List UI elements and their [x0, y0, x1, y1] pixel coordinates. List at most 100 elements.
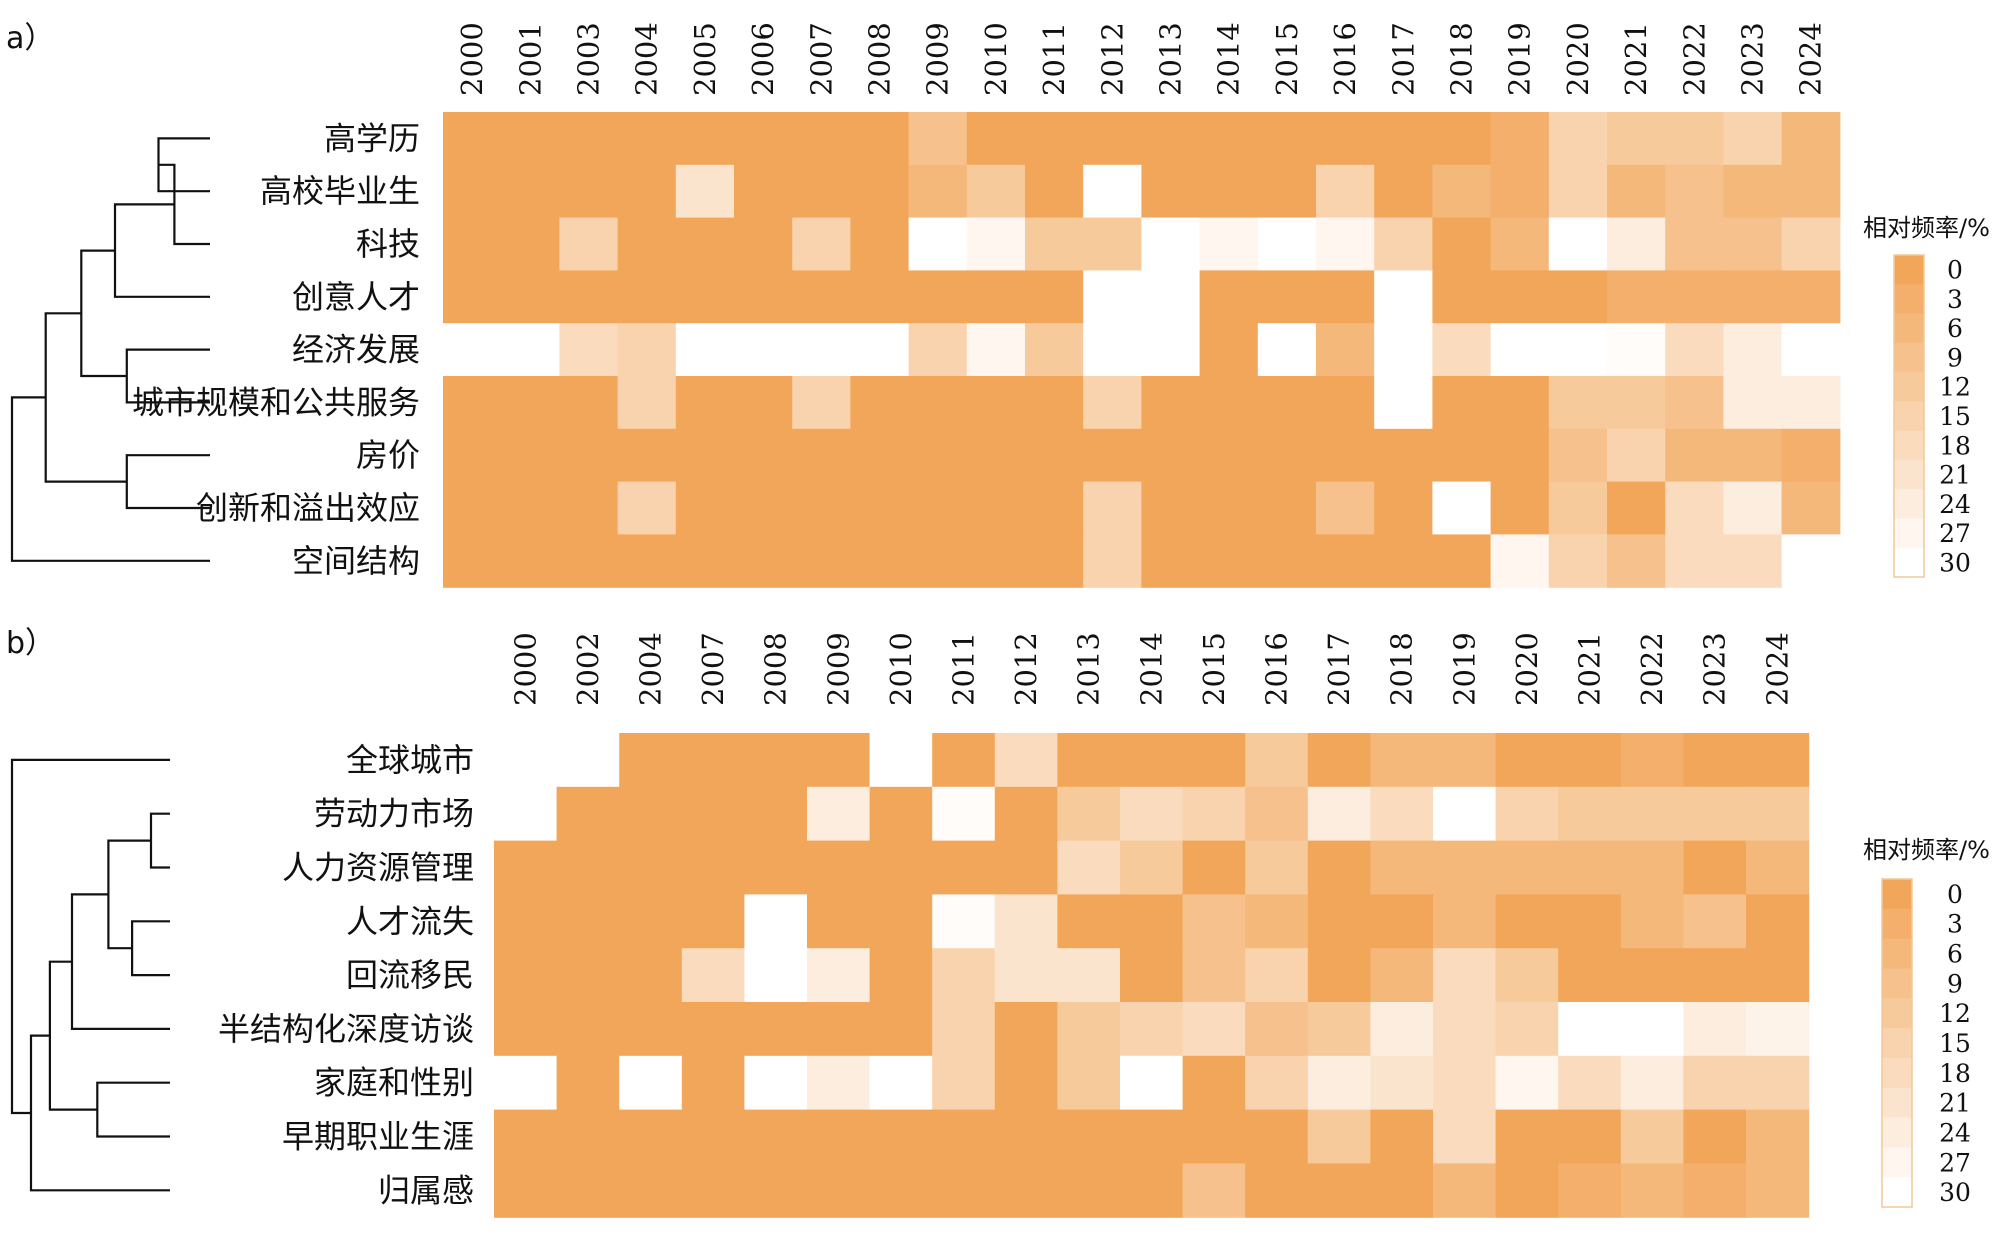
- heatmap-cell: [617, 534, 677, 588]
- legend-tick-label: 0: [1947, 256, 1963, 285]
- x-tick-label: 2009: [921, 22, 955, 96]
- heatmap-cell: [932, 786, 996, 842]
- heatmap-cell: [501, 481, 560, 535]
- heatmap-cell: [1683, 786, 1747, 842]
- x-tick-label: 2000: [508, 632, 542, 706]
- heatmap-cell: [501, 112, 560, 166]
- legend-tick-label: 3: [1947, 285, 1963, 314]
- heatmap-cell: [1307, 894, 1371, 949]
- heatmap-cell: [501, 217, 560, 271]
- heatmap-cell: [1120, 1002, 1184, 1057]
- heatmap-cell: [1781, 217, 1841, 271]
- heatmap-cell: [1141, 164, 1201, 219]
- heatmap-cell: [1665, 428, 1724, 483]
- heatmap-cell: [734, 270, 793, 324]
- y-tick-label: 回流移民: [346, 956, 474, 994]
- heatmap-cell: [617, 323, 677, 377]
- heatmap-cell: [1199, 323, 1259, 377]
- dendrogram-link: [107, 839, 151, 950]
- heatmap-cell: [559, 164, 619, 219]
- heatmap-cell: [1665, 270, 1724, 324]
- heatmap-cell: [1490, 323, 1550, 377]
- heatmap-cell: [1548, 534, 1608, 588]
- heatmap-cell: [1057, 894, 1121, 949]
- heatmap-cell: [1781, 270, 1841, 324]
- legend-swatch: [1894, 547, 1924, 578]
- x-tick-label: 2011: [1037, 22, 1071, 96]
- heatmap-cell: [1257, 481, 1317, 535]
- heatmap-cell: [1057, 733, 1121, 788]
- legend-tick-label: 18: [1939, 431, 1971, 460]
- heatmap-cell: [1665, 481, 1724, 535]
- legend-tick-label: 6: [1947, 940, 1963, 969]
- heatmap-cell: [1558, 1163, 1622, 1218]
- heatmap-cell: [1120, 1163, 1184, 1218]
- heatmap-cell: [1370, 840, 1434, 895]
- heatmap-cell: [1607, 481, 1666, 535]
- heatmap-cell: [1433, 1109, 1497, 1164]
- heatmap-cell: [1120, 733, 1184, 788]
- heatmap-cell: [966, 164, 1026, 219]
- heatmap-cell: [443, 112, 502, 166]
- heatmap-cell: [443, 376, 502, 430]
- heatmap-cell: [1781, 164, 1841, 219]
- heatmap-cell: [617, 481, 677, 535]
- heatmap-cell: [617, 217, 677, 271]
- heatmap-cell: [1548, 112, 1608, 166]
- heatmap-cell: [744, 733, 808, 788]
- heatmap-cell: [1374, 112, 1433, 166]
- heatmap-cell: [675, 428, 735, 483]
- legend-border: [1893, 254, 1925, 578]
- legend-tick-label: 9: [1947, 344, 1963, 373]
- y-tick-label: 半结构化深度访谈: [218, 1010, 474, 1048]
- heatmap-cell: [908, 376, 968, 430]
- heatmap-cell: [1432, 428, 1492, 483]
- heatmap-cell: [908, 270, 968, 324]
- heatmap-cell: [1057, 1055, 1121, 1111]
- legend-swatch: [1882, 1147, 1912, 1178]
- dendrogram-link: [44, 312, 127, 483]
- heatmap-cell: [932, 1109, 996, 1164]
- heatmap-cell: [932, 948, 996, 1003]
- heatmap-cell: [734, 376, 793, 430]
- heatmap-cell: [1490, 428, 1550, 483]
- heatmap-cell: [1257, 164, 1317, 219]
- heatmap-cell: [966, 534, 1026, 588]
- heatmap-cell: [556, 948, 620, 1003]
- heatmap-cell: [559, 534, 619, 588]
- heatmap-cell: [1370, 733, 1434, 788]
- dendrogram-link: [10, 758, 170, 1115]
- heatmap-cell: [1781, 428, 1841, 483]
- heatmap-cell: [1665, 217, 1724, 271]
- heatmap-cell: [1025, 323, 1084, 377]
- x-tick-label: 2001: [513, 22, 547, 96]
- heatmap-cell: [443, 534, 502, 588]
- heatmap-cell: [1490, 112, 1550, 166]
- heatmap-cell: [681, 840, 745, 895]
- heatmap-cell: [1490, 481, 1550, 535]
- heatmap-cell: [1620, 1109, 1684, 1164]
- x-tick-label: 2014: [1212, 22, 1246, 96]
- heatmap-cell: [850, 376, 910, 430]
- heatmap-cell: [1548, 270, 1608, 324]
- heatmap-cell: [556, 894, 620, 949]
- heatmap-cell: [1432, 534, 1492, 588]
- heatmap-cell: [1374, 534, 1433, 588]
- heatmap-cell: [994, 1109, 1058, 1164]
- legend-tick-label: 9: [1947, 969, 1963, 998]
- heatmap-cell: [1199, 164, 1259, 219]
- heatmap-cell: [1245, 1163, 1309, 1218]
- heatmap-cell: [850, 481, 910, 535]
- x-tick-label: 2006: [746, 22, 780, 96]
- heatmap-cell: [1083, 481, 1142, 535]
- heatmap-cell: [966, 323, 1026, 377]
- heatmap-cell: [1307, 840, 1371, 895]
- heatmap-cell: [1141, 323, 1201, 377]
- heatmap-cell: [1433, 1055, 1497, 1111]
- y-tick-label: 早期职业生涯: [282, 1118, 474, 1156]
- heatmap-cell: [1620, 786, 1684, 842]
- heatmap-cell: [1083, 376, 1142, 430]
- heatmap-cell: [1025, 481, 1084, 535]
- heatmap-cell: [1490, 376, 1550, 430]
